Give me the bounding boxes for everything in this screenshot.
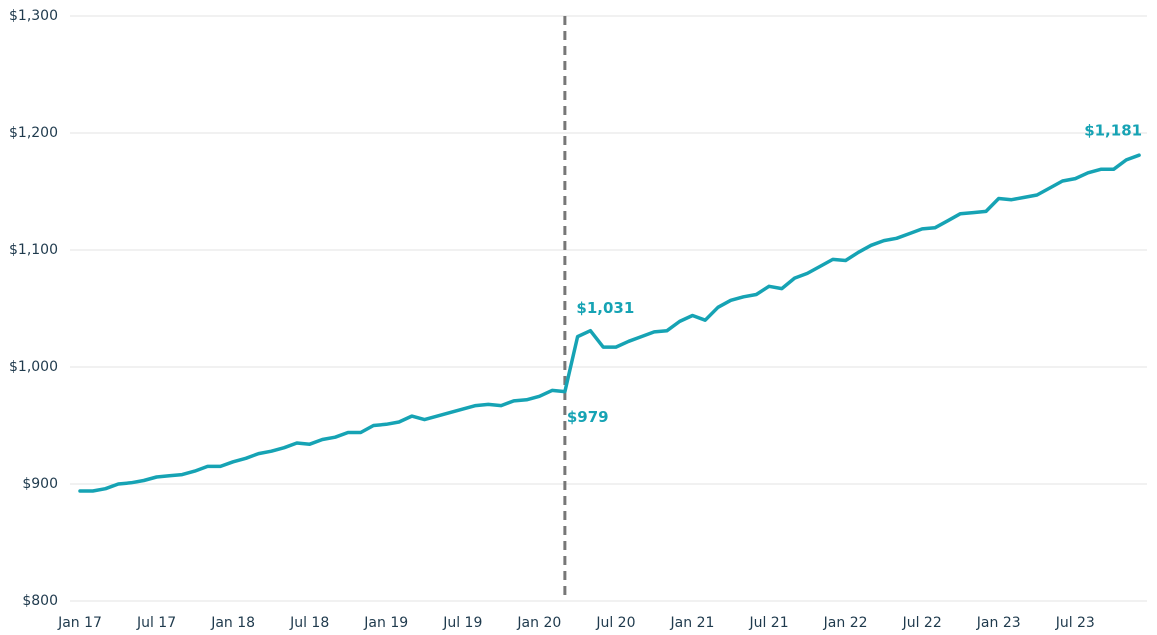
- x-tick-label: Jul 23: [1055, 615, 1095, 631]
- x-tick-label: Jul 21: [748, 615, 788, 631]
- value-label: $979: [567, 408, 609, 426]
- y-tick-label: $1,200: [9, 125, 58, 141]
- x-tick-label: Jan 19: [363, 615, 408, 631]
- x-tick-label: Jul 18: [289, 615, 329, 631]
- x-tick-label: Jul 22: [902, 615, 942, 631]
- line-series: [78, 153, 1141, 493]
- y-tick-label: $1,000: [9, 359, 58, 375]
- value-label: $1,031: [576, 299, 634, 317]
- x-tick-label: Jan 20: [516, 615, 561, 631]
- x-tick-label: Jan 22: [823, 615, 868, 631]
- y-tick-label: $1,300: [9, 8, 58, 24]
- x-tick-label: Jul 19: [442, 615, 482, 631]
- x-tick-label: Jan 18: [210, 615, 255, 631]
- y-tick-label: $800: [22, 593, 58, 609]
- x-tick-label: Jan 17: [57, 615, 102, 631]
- x-tick-label: Jan 23: [976, 615, 1021, 631]
- x-tick-label: Jul 20: [595, 615, 635, 631]
- x-tick-label: Jul 17: [136, 615, 176, 631]
- x-tick-label: Jan 21: [670, 615, 715, 631]
- value-label: $1,181: [1084, 122, 1142, 140]
- y-tick-label: $900: [22, 476, 58, 492]
- y-tick-label: $1,100: [9, 242, 58, 258]
